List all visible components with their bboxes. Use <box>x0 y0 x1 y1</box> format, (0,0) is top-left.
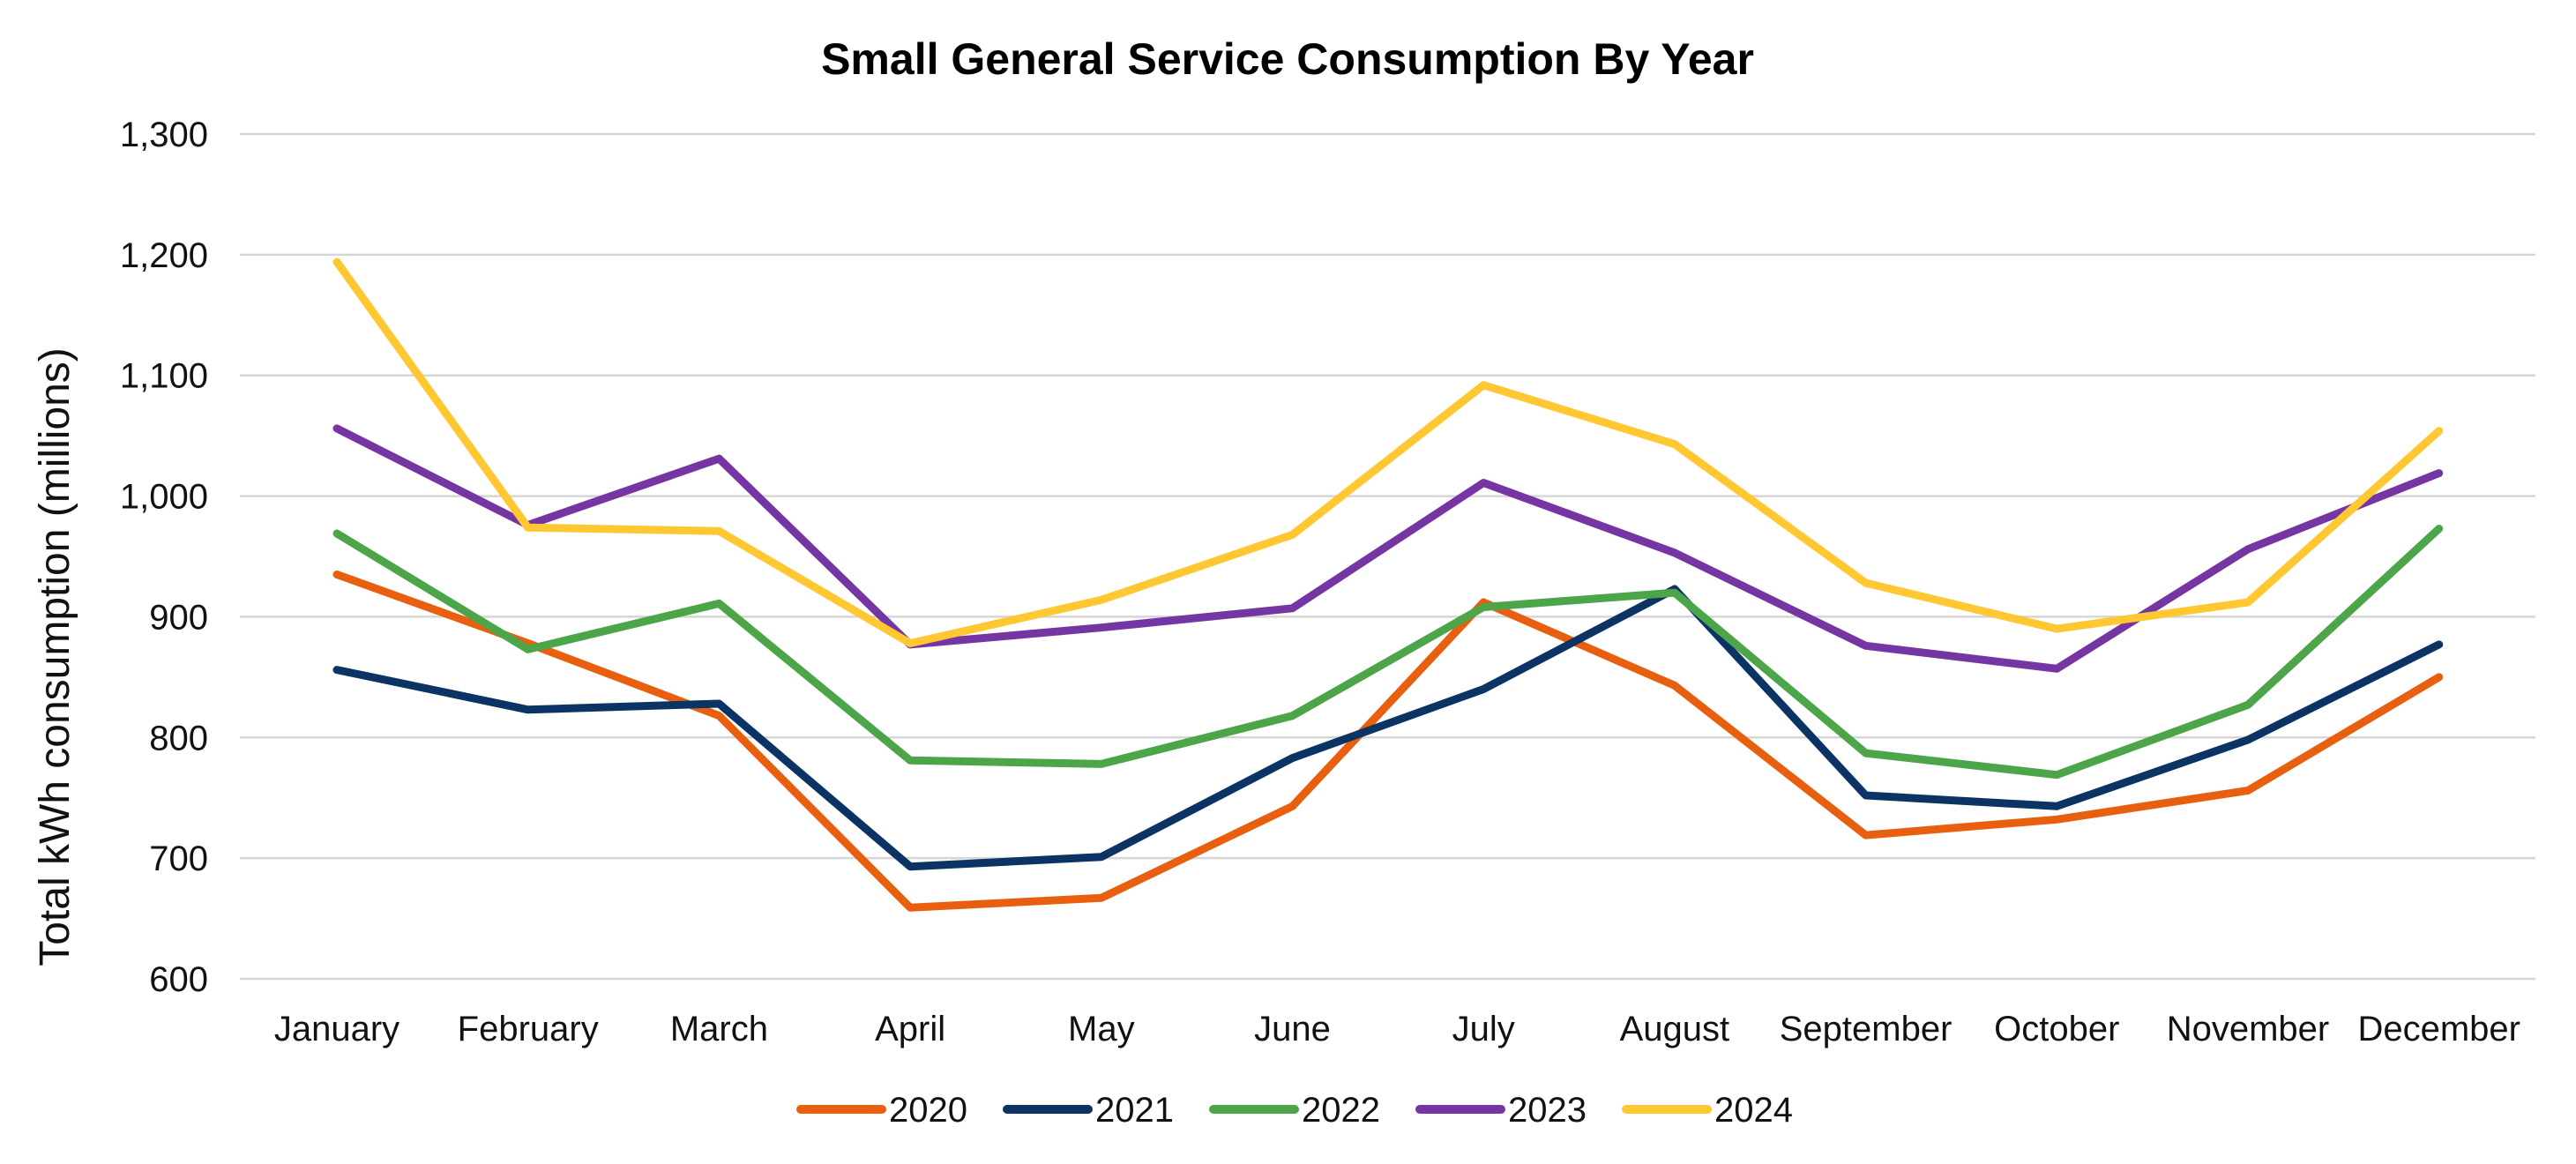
y-tick-label: 1,200 <box>120 236 208 275</box>
x-tick-label: April <box>875 1010 945 1048</box>
series-line-2024 <box>332 257 2444 647</box>
series-line-2021 <box>332 585 2444 871</box>
x-tick-label: November <box>2167 1010 2330 1048</box>
x-tick-label: August <box>1620 1010 1730 1048</box>
y-axis-label: Total kWh consumption (millions) <box>32 347 78 966</box>
y-tick-label: 1,000 <box>120 478 208 517</box>
x-tick-label: February <box>458 1010 599 1048</box>
x-tick-label: March <box>670 1010 768 1048</box>
series-lines <box>332 257 2444 912</box>
gridlines <box>240 132 2535 981</box>
y-tick-label: 700 <box>149 839 208 878</box>
series-line-2022 <box>332 525 2444 780</box>
x-tick-label: June <box>1254 1010 1331 1048</box>
y-tick-label: 800 <box>149 719 208 757</box>
legend-label-2020: 2020 <box>889 1091 967 1130</box>
x-axis-ticks: January February March April May June July Augu… <box>274 1010 2520 1048</box>
legend-label-2022: 2022 <box>1302 1091 1380 1130</box>
y-axis-ticks: 600 700 800 900 1,000 1,100 1,200 1,300 <box>120 116 208 999</box>
x-tick-label: December <box>2357 1010 2520 1048</box>
y-tick-label: 1,300 <box>120 116 208 154</box>
legend-label-2024: 2024 <box>1714 1091 1793 1130</box>
legend-label-2023: 2023 <box>1508 1091 1587 1130</box>
legend-label-2021: 2021 <box>1095 1091 1174 1130</box>
x-tick-label: July <box>1452 1010 1515 1048</box>
x-tick-label: May <box>1068 1010 1135 1048</box>
y-tick-label: 1,100 <box>120 357 208 396</box>
series-line-2023 <box>332 424 2444 673</box>
chart-title: Small General Service Consumption By Yea… <box>821 34 1754 84</box>
legend: 2020 2021 2022 2023 2024 <box>796 1091 1793 1130</box>
y-tick-label: 600 <box>149 960 208 999</box>
x-tick-label: October <box>1994 1010 2119 1048</box>
x-tick-label: September <box>1780 1010 1953 1048</box>
y-tick-label: 900 <box>149 598 208 637</box>
x-tick-label: January <box>274 1010 399 1048</box>
